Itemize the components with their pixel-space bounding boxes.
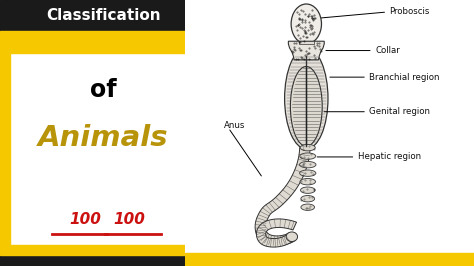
Polygon shape (256, 219, 297, 247)
Text: 100: 100 (69, 212, 101, 227)
Ellipse shape (286, 232, 298, 242)
Ellipse shape (301, 187, 315, 193)
Ellipse shape (291, 4, 321, 44)
Text: Anus: Anus (224, 120, 245, 130)
Bar (185, 253, 474, 266)
Ellipse shape (300, 178, 316, 185)
Ellipse shape (301, 204, 315, 210)
Ellipse shape (300, 144, 315, 151)
Text: 100: 100 (113, 212, 146, 227)
Text: Genital region: Genital region (369, 107, 430, 116)
Text: Animals: Animals (38, 124, 169, 152)
Ellipse shape (291, 66, 322, 146)
Bar (0, 0, 185, 32)
Text: Branchial region: Branchial region (369, 73, 440, 82)
Text: of: of (90, 78, 117, 102)
Polygon shape (299, 41, 313, 44)
Text: Collar: Collar (375, 46, 400, 55)
Text: Classification: Classification (46, 9, 161, 23)
Bar (0, 31, 185, 53)
Ellipse shape (300, 153, 316, 159)
Ellipse shape (300, 161, 316, 168)
Ellipse shape (301, 196, 315, 202)
Ellipse shape (284, 48, 328, 149)
Ellipse shape (300, 170, 316, 176)
Bar (0, 0, 10, 266)
Bar (0, 245, 185, 255)
Text: Proboscis: Proboscis (390, 7, 430, 16)
Polygon shape (288, 41, 324, 60)
Text: Hepatic region: Hepatic region (358, 152, 421, 161)
Bar (0, 255, 185, 266)
Polygon shape (255, 148, 310, 246)
